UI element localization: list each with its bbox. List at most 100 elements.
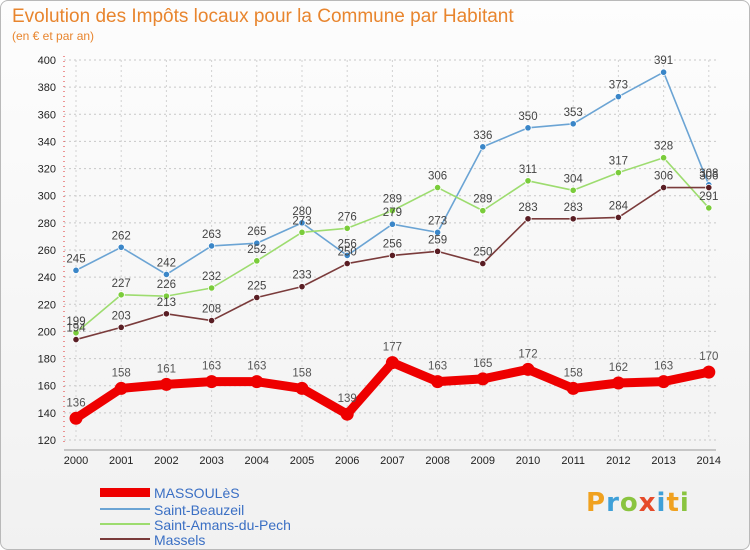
data-point-saint-beauzeil — [162, 270, 170, 279]
data-label-saint-amans-du-pech: 199 — [66, 316, 85, 328]
data-point-saint-amans-du-pech — [433, 183, 442, 192]
data-point-massoules — [657, 375, 671, 389]
data-point-massoules — [250, 375, 264, 389]
x-tick-label: 2009 — [471, 455, 495, 467]
data-point-massels — [208, 316, 216, 325]
data-point-massoules — [205, 375, 219, 389]
data-point-massels — [253, 293, 261, 302]
y-tick-label: 140 — [38, 408, 56, 420]
x-tick-label: 2008 — [425, 455, 449, 467]
data-label-saint-beauzeil: 308 — [699, 168, 718, 180]
x-tick-label: 2010 — [516, 455, 540, 467]
data-labels: 245 262 242 263 265 280 256 279 273 336 350 353 373 3… — [66, 55, 718, 409]
data-label-saint-amans-du-pech: 289 — [473, 194, 492, 206]
legend-swatch-saint-amans-du-pech — [100, 523, 150, 525]
y-tick-label: 300 — [38, 191, 56, 203]
data-label-massels: 259 — [428, 234, 447, 246]
data-label-saint-amans-du-pech: 232 — [202, 271, 221, 283]
data-label-massoules: 163 — [202, 361, 221, 373]
legend-label-saint-beauzeil: Saint-Beauzeil — [154, 502, 245, 518]
x-tick-label: 2013 — [651, 455, 675, 467]
y-tick-label: 380 — [38, 82, 56, 94]
data-label-saint-amans-du-pech: 291 — [699, 191, 718, 203]
data-point-saint-amans-du-pech — [343, 224, 351, 232]
x-tick-label: 2014 — [697, 455, 721, 467]
data-point-massoules — [521, 362, 535, 376]
data-label-saint-beauzeil: 280 — [292, 206, 311, 218]
data-point-massoules — [385, 356, 399, 370]
legend-label-massels: Massels — [154, 532, 206, 548]
data-point-massoules — [476, 372, 490, 386]
data-label-saint-beauzeil: 353 — [564, 107, 583, 119]
data-label-saint-beauzeil: 242 — [157, 257, 176, 269]
series-lines — [69, 68, 716, 425]
data-label-massoules: 172 — [518, 348, 537, 360]
x-tick-label: 2005 — [290, 455, 314, 467]
data-point-massels — [479, 259, 487, 268]
x-tick-label: 2000 — [64, 455, 88, 467]
y-tick-label: 320 — [38, 164, 56, 176]
data-label-massels: 306 — [654, 171, 673, 183]
data-label-massoules: 162 — [609, 362, 628, 374]
data-label-saint-beauzeil: 265 — [247, 226, 266, 238]
data-point-saint-beauzeil — [659, 68, 668, 76]
data-point-massoules — [431, 375, 445, 389]
logo-letter: r — [606, 488, 620, 518]
data-point-massoules — [159, 377, 173, 391]
data-label-massoules: 158 — [292, 367, 311, 379]
data-label-saint-amans-du-pech: 311 — [519, 164, 537, 176]
data-label-massels: 250 — [338, 247, 357, 259]
y-tick-label: 280 — [38, 218, 56, 230]
data-label-massoules: 163 — [654, 361, 673, 373]
data-label-saint-amans-du-pech: 276 — [338, 211, 357, 223]
data-label-massoules: 165 — [473, 358, 492, 370]
data-point-massels — [614, 213, 623, 222]
data-label-massels: 208 — [202, 304, 221, 316]
y-tick-label: 200 — [38, 326, 56, 338]
data-label-saint-beauzeil: 256 — [338, 238, 357, 250]
data-label-saint-amans-du-pech: 317 — [609, 156, 628, 168]
data-label-saint-beauzeil: 336 — [473, 130, 492, 142]
logo-letter: t — [666, 488, 680, 518]
data-label-saint-beauzeil: 279 — [383, 207, 402, 219]
data-point-saint-beauzeil — [298, 219, 306, 227]
data-point-massels — [72, 335, 80, 344]
data-label-massels: 284 — [609, 200, 629, 212]
data-label-massels: 283 — [564, 202, 583, 214]
data-label-saint-amans-du-pech: 328 — [654, 141, 673, 153]
data-label-massoules: 158 — [112, 367, 131, 379]
y-tick-label: 220 — [38, 299, 56, 311]
data-point-saint-amans-du-pech — [705, 204, 713, 212]
data-point-saint-beauzeil — [388, 220, 396, 228]
data-point-saint-beauzeil — [569, 120, 577, 128]
y-tick-label: 400 — [38, 55, 56, 67]
chart-subtitle: (en € et par an) — [12, 29, 95, 43]
data-point-saint-beauzeil — [614, 93, 623, 101]
data-point-saint-beauzeil — [208, 242, 216, 250]
data-point-massoules — [295, 381, 309, 395]
proxiti-logo: Proxiti — [586, 488, 690, 518]
data-label-saint-amans-du-pech: 304 — [564, 173, 584, 185]
data-point-massoules — [566, 381, 580, 395]
x-tick-label: 2007 — [380, 455, 404, 467]
x-tick-label: 2001 — [109, 455, 133, 467]
data-point-saint-amans-du-pech — [479, 207, 487, 215]
data-point-saint-amans-du-pech — [117, 291, 125, 299]
axes: 120 140 160 180 200 220 240 260 280 300 320 340 360 3… — [38, 55, 721, 467]
data-label-massels: 306 — [699, 171, 718, 183]
data-label-massoules: 139 — [338, 393, 357, 405]
y-tick-label: 240 — [38, 272, 56, 284]
data-label-massoules: 158 — [564, 367, 583, 379]
legend-swatch-massels — [100, 538, 150, 540]
data-label-saint-beauzeil: 373 — [609, 80, 628, 92]
x-tick-label: 2006 — [335, 455, 359, 467]
data-label-massoules: 163 — [247, 361, 266, 373]
data-label-massoules: 170 — [699, 351, 718, 363]
data-point-massels — [298, 283, 306, 291]
y-tick-label: 180 — [38, 354, 56, 366]
data-point-saint-amans-du-pech — [388, 207, 396, 215]
data-label-massels: 213 — [157, 297, 176, 309]
data-point-saint-amans-du-pech — [162, 292, 170, 300]
data-point-massoules — [69, 411, 83, 425]
